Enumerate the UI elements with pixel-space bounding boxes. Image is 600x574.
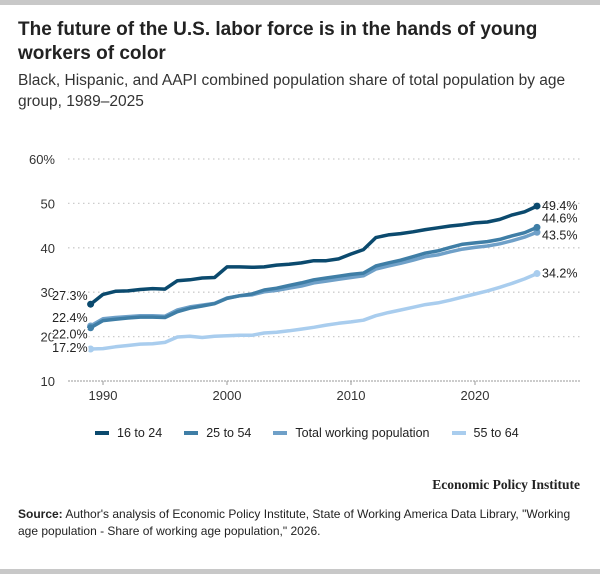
end-data-label: 44.6% bbox=[542, 211, 577, 225]
legend-label: 16 to 24 bbox=[117, 426, 163, 440]
start-point bbox=[87, 300, 95, 308]
source-note: Source: Author's analysis of Economic Po… bbox=[18, 506, 588, 540]
x-tick-label: 2010 bbox=[337, 388, 366, 403]
end-data-label: 49.4% bbox=[542, 199, 577, 213]
start-data-label: 22.0% bbox=[52, 328, 87, 342]
chart-title: The future of the U.S. labor force is in… bbox=[18, 19, 538, 64]
legend-label: 55 to 64 bbox=[473, 426, 519, 440]
start-data-label: 22.4% bbox=[52, 311, 87, 325]
legend-item: Total working population bbox=[273, 426, 430, 440]
end-point bbox=[533, 223, 541, 231]
x-tick-label: 2020 bbox=[461, 388, 490, 403]
y-tick-label: 40 bbox=[41, 241, 55, 256]
y-tick-label: 60% bbox=[29, 152, 55, 167]
legend: 16 to 24 25 to 54 Total working population… bbox=[95, 426, 519, 440]
legend-swatch bbox=[95, 431, 109, 435]
series-line-3 bbox=[90, 271, 538, 351]
bottom-border bbox=[0, 569, 600, 574]
legend-swatch bbox=[184, 431, 199, 435]
start-point bbox=[87, 345, 95, 353]
legend-label: Total working population bbox=[295, 426, 430, 440]
series-line-1 bbox=[89, 225, 538, 330]
legend-swatch bbox=[273, 431, 288, 435]
y-tick-label: 10 bbox=[41, 374, 55, 389]
chart-subtitle: Black, Hispanic, and AAPI combined popul… bbox=[18, 72, 566, 110]
end-point bbox=[533, 228, 541, 236]
start-point bbox=[87, 324, 95, 332]
x-tick-label: 1990 bbox=[89, 388, 118, 403]
end-data-label: 43.5% bbox=[542, 228, 577, 242]
legend-item: 55 to 64 bbox=[451, 426, 519, 440]
source-label: Source: bbox=[18, 507, 63, 521]
y-tick-label: 30 bbox=[41, 285, 55, 300]
start-data-label: 27.3% bbox=[52, 289, 87, 303]
y-tick-label: 20 bbox=[41, 330, 55, 345]
end-point bbox=[533, 202, 541, 210]
end-point bbox=[533, 270, 541, 278]
legend-item: 16 to 24 bbox=[95, 426, 162, 440]
legend-label: 25 to 54 bbox=[206, 426, 252, 440]
start-data-label: 17.2% bbox=[52, 341, 87, 355]
epi-logo: Economic Policy Institute bbox=[432, 477, 580, 492]
y-tick-label: 50 bbox=[41, 196, 55, 211]
legend-item: 25 to 54 bbox=[184, 426, 251, 440]
x-tick-label: 2000 bbox=[213, 388, 242, 403]
legend-swatch bbox=[451, 431, 466, 435]
series-line-0 bbox=[89, 204, 538, 306]
source-text: Author's analysis of Economic Policy Ins… bbox=[18, 507, 571, 538]
line-chart: 10 20 30 40 50 60% 1990 2000 2010 2020 17.2% 34.2% 2… bbox=[29, 152, 580, 403]
end-data-label: 34.2% bbox=[542, 267, 577, 281]
top-border bbox=[0, 0, 600, 5]
